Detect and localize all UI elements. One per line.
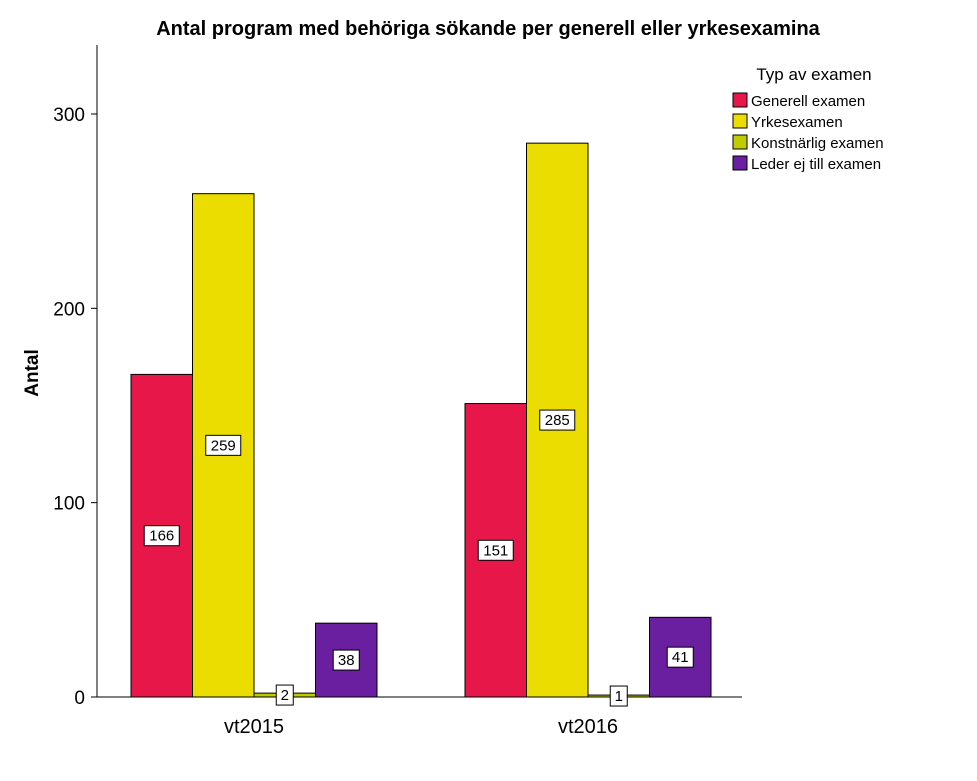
- legend-item-label: Generell examen: [751, 93, 865, 110]
- bar-vt2016-0: [464, 403, 527, 698]
- data-label-box: [477, 539, 514, 561]
- x-axis-categories: vt2015 vt2016: [224, 716, 618, 738]
- data-label-box: [143, 525, 180, 547]
- bars: [130, 142, 712, 698]
- chart-title: Antal program med behöriga sökande per g…: [156, 18, 820, 40]
- legend-item-label: Leder ej till examen: [751, 156, 881, 173]
- bar-vt2015-0: [130, 373, 193, 698]
- y-axis-label: Antal: [22, 349, 43, 397]
- x-category-label: vt2015: [224, 716, 284, 738]
- legend-title: Typ av examen: [756, 65, 871, 84]
- data-label: 38: [338, 652, 355, 669]
- legend-item-label: Konstnärlig examen: [751, 135, 884, 152]
- legend-swatch: [732, 134, 748, 150]
- data-label: 259: [211, 437, 236, 454]
- legend-item-label: Yrkesexamen: [751, 114, 843, 131]
- legend-swatch: [732, 113, 748, 129]
- data-labels: 166 259 2 38 151 285 1 41: [143, 409, 694, 707]
- legend-swatch: [732, 155, 748, 171]
- data-label-box: [332, 649, 360, 671]
- data-label: 285: [545, 412, 570, 429]
- legend: Typ av examen Generell examen Yrkesexamen…: [732, 65, 884, 173]
- y-tick-label: 300: [53, 105, 85, 126]
- y-tick-label: 100: [53, 494, 85, 515]
- data-label: 2: [281, 687, 289, 704]
- y-axis-ticks: 0 100 200 300: [53, 105, 97, 709]
- y-tick-label: 200: [53, 299, 85, 320]
- data-label: 166: [149, 528, 174, 545]
- data-label-box: [275, 684, 294, 706]
- data-label-box: [539, 409, 576, 431]
- data-label-box: [666, 646, 694, 668]
- data-label: 1: [615, 688, 623, 705]
- data-label: 41: [672, 649, 689, 666]
- x-category-label: vt2016: [558, 716, 618, 738]
- y-tick-label: 0: [74, 688, 85, 709]
- data-label-box: [609, 685, 628, 707]
- legend-swatch: [732, 92, 748, 108]
- data-label: 151: [483, 542, 508, 559]
- data-label-box: [205, 434, 242, 456]
